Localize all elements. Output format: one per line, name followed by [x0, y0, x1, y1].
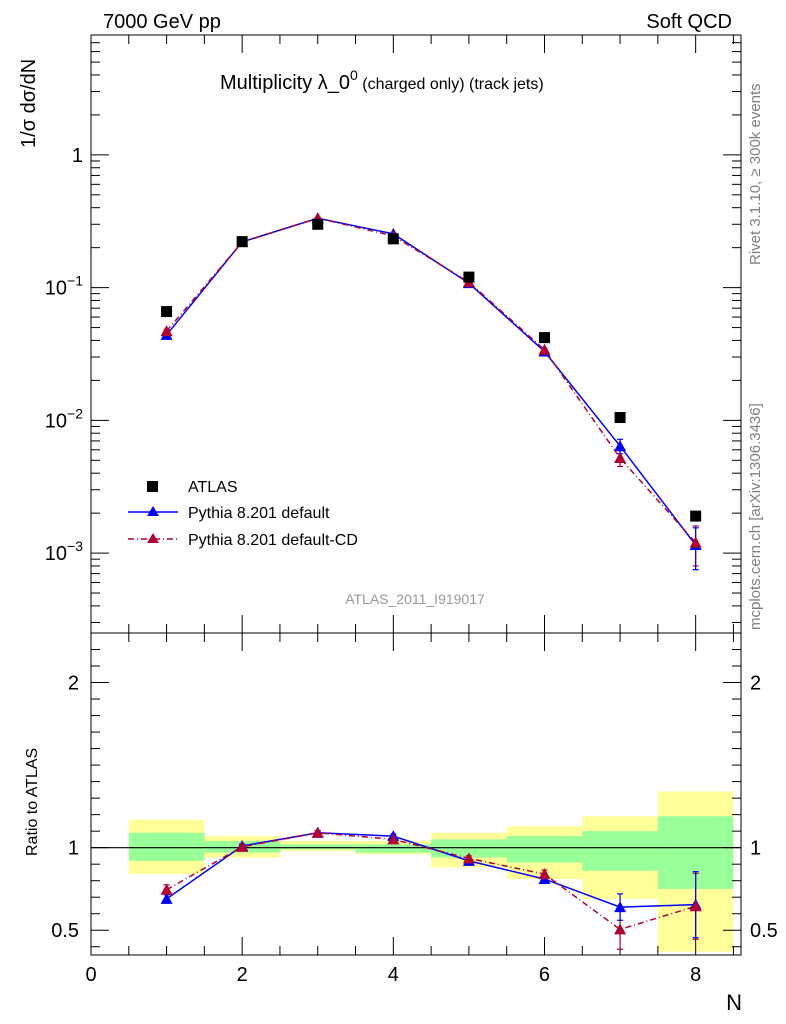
ratio-band-inner [279, 844, 356, 850]
main-ytick-label: 10−2 [45, 405, 83, 432]
ratio-panel: 0.5 0.5 1 1 2 2 0 2 4 6 8 [51, 632, 778, 986]
ratio-cd-point [538, 868, 551, 880]
ratio-band-inner [431, 839, 507, 858]
plot-title-main: Multiplicity λ_0 [220, 72, 350, 94]
plot-title: Multiplicity λ_00 (charged only) (track … [220, 67, 544, 94]
ratio-default-point [614, 901, 627, 913]
main-cd-point [160, 325, 173, 337]
main-ytick-label-exp: −1 [67, 273, 83, 289]
main-atlas-point [690, 510, 702, 522]
main-atlas-point [538, 332, 550, 344]
main-ytick-label-base: 10 [45, 278, 67, 300]
ratio-frame [90, 632, 742, 956]
ratio-band-inner [355, 844, 432, 853]
xtick-label: 4 [388, 964, 399, 986]
ratio-ytick-label-left: 0.5 [51, 920, 79, 942]
main-atlas-point [387, 233, 399, 245]
ratio-ytick-label-right: 1 [750, 838, 761, 860]
plot-title-suffix: (charged only) (track jets) [358, 76, 544, 93]
main-ytick-label-base: 1 [72, 145, 83, 167]
main-ytick-label-exp: −3 [67, 538, 83, 554]
main-ytick-label-exp: −2 [67, 405, 83, 421]
legend-atlas-marker [147, 481, 158, 492]
ratio-ytick-label-left: 1 [68, 838, 79, 860]
xlabel: N [726, 990, 742, 1015]
xtick-label: 0 [85, 964, 96, 986]
ratio-cd-point [236, 840, 249, 852]
main-cd-point [614, 452, 627, 464]
main-ytick-label: 10−3 [45, 538, 83, 565]
main-atlas-point [463, 271, 475, 283]
main-ytick-label: 1 [72, 145, 83, 167]
ratio-ylabel: Ratio to ATLAS [24, 748, 41, 856]
main-default-line [165, 217, 697, 546]
main-panel: 110−110−210−3 [45, 34, 742, 634]
ratio-band-inner [128, 832, 205, 861]
ratio-ytick-label-right: 0.5 [750, 920, 778, 942]
legend-atlas-label: ATLAS [188, 479, 238, 496]
xtick-label: 6 [539, 964, 550, 986]
xtick-label: 8 [690, 964, 701, 986]
ratio-cd-point [387, 833, 400, 845]
xtick-label: 2 [237, 964, 248, 986]
legend-default-label: Pythia 8.201 default [188, 505, 330, 522]
main-ytick-label-base: 10 [45, 543, 67, 565]
rivet-label: Rivet 3.1.10, ≥ 300k events [747, 83, 764, 265]
main-cd-line [166, 217, 697, 544]
ratio-cd-point [462, 852, 475, 864]
main-ytick-label: 10−1 [45, 273, 83, 300]
ratio-cd-line [166, 832, 696, 931]
main-ylabel: 1/σ dσ/dN [18, 59, 40, 148]
main-atlas-point [312, 218, 324, 230]
main-atlas-point [614, 412, 626, 424]
main-cd-point [538, 343, 551, 355]
main-ytick-label-base: 10 [45, 410, 67, 432]
ratio-band-inner [506, 836, 583, 863]
plot-title-sup: 0 [350, 67, 358, 83]
ratio-cd-point [614, 923, 627, 935]
ratio-cd-point [311, 826, 324, 838]
legend-cd-label: Pythia 8.201 default-CD [188, 532, 358, 549]
ratio-default-point [160, 892, 173, 904]
legend-cd-marker [147, 533, 159, 543]
ratio-cd-point [689, 900, 702, 912]
ratio-ytick-label-right: 2 [750, 673, 761, 695]
mcplots-label: mcplots.cern.ch [arXiv:1306.3436] [747, 403, 764, 630]
legend: ATLAS Pythia 8.201 default Pythia 8.201 … [128, 479, 358, 549]
main-atlas-point [161, 306, 173, 318]
watermark: ATLAS_2011_I919017 [345, 591, 485, 607]
legend-default-marker [147, 506, 159, 516]
main-atlas-point [236, 236, 248, 248]
ratio-cd-point [160, 883, 173, 895]
ratio-band-inner [582, 831, 658, 871]
main-default-point [614, 440, 627, 452]
ratio-ytick-label-left: 2 [68, 673, 79, 695]
header-left: 7000 GeV pp [103, 11, 221, 33]
header-right: Soft QCD [646, 11, 732, 33]
main-cd-point [689, 536, 702, 548]
